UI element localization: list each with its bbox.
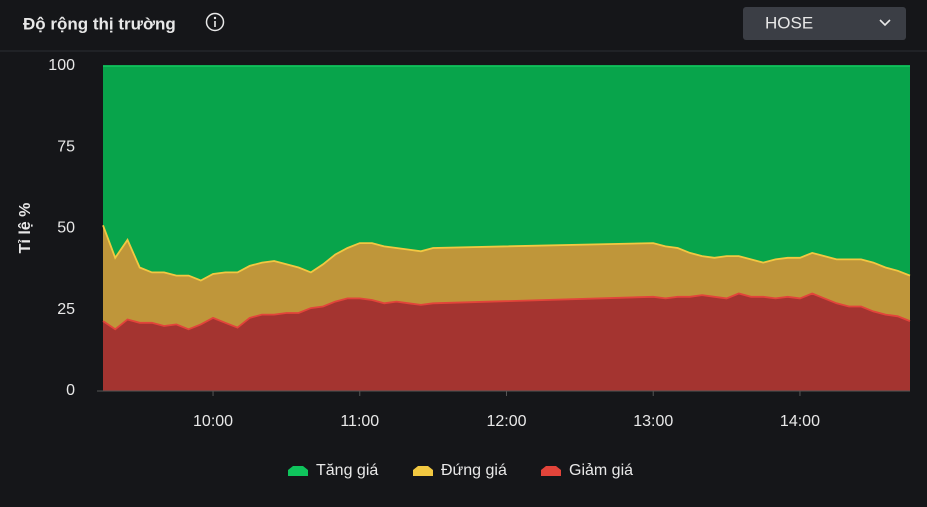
x-tick-label: 14:00 [780,413,820,430]
plot: 0 25 50 75 100 10:00 11:00 12:00 13:00 14:00 Tỉ lệ… [17,57,911,479]
legend-swatch [413,466,433,476]
widget-title: Độ rộng thị trường [23,14,176,33]
dropdown-value: HOSE [765,13,813,32]
area [103,293,910,391]
y-tick-label: 50 [57,220,75,237]
legend-label: Tăng giá [316,462,378,479]
y-axis-label: Tỉ lệ % [17,203,34,254]
legend-label: Giảm giá [569,462,633,479]
x-tick-label: 13:00 [633,413,673,430]
market-dropdown[interactable]: HOSE [743,7,906,40]
area [103,225,910,330]
legend-item[interactable]: Tăng giá [288,462,378,479]
x-tick-label: 12:00 [486,413,526,430]
y-tick-label: 75 [57,138,75,155]
legend-swatch [541,466,561,476]
y-tick-label: 25 [57,301,75,318]
y-tick-label: 100 [48,57,75,74]
legend-label: Đứng giá [441,462,507,479]
y-tick-label: 0 [66,382,75,399]
x-tick-label: 11:00 [340,413,379,430]
legend-item[interactable]: Giảm giá [541,462,633,479]
area-line [102,292,911,331]
legend-item[interactable]: Đứng giá [413,462,507,479]
legend-swatch [288,466,308,476]
info-icon[interactable] [205,12,225,32]
x-tick-label: 10:00 [193,413,233,430]
area-line [102,224,911,282]
area [103,66,910,281]
